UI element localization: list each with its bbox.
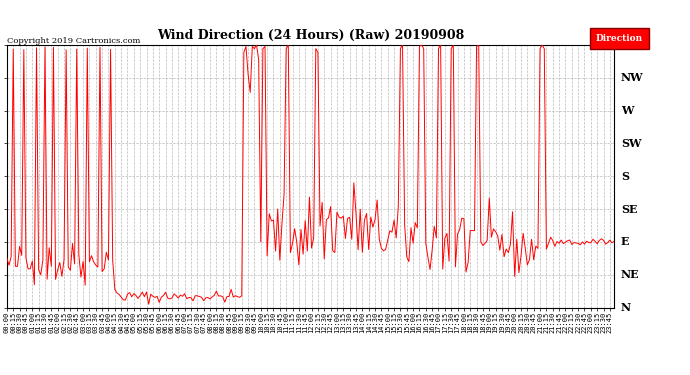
Text: NE: NE: [621, 269, 640, 280]
Text: Direction: Direction: [595, 34, 643, 43]
Text: E: E: [621, 236, 629, 248]
Text: S: S: [621, 171, 629, 182]
Text: SE: SE: [621, 204, 638, 214]
Text: N: N: [621, 302, 631, 313]
Text: NW: NW: [621, 72, 644, 83]
Text: Copyright 2019 Cartronics.com: Copyright 2019 Cartronics.com: [7, 37, 140, 45]
Text: N: N: [621, 39, 631, 51]
Text: W: W: [621, 105, 633, 116]
Title: Wind Direction (24 Hours) (Raw) 20190908: Wind Direction (24 Hours) (Raw) 20190908: [157, 30, 464, 42]
Text: SW: SW: [621, 138, 642, 149]
